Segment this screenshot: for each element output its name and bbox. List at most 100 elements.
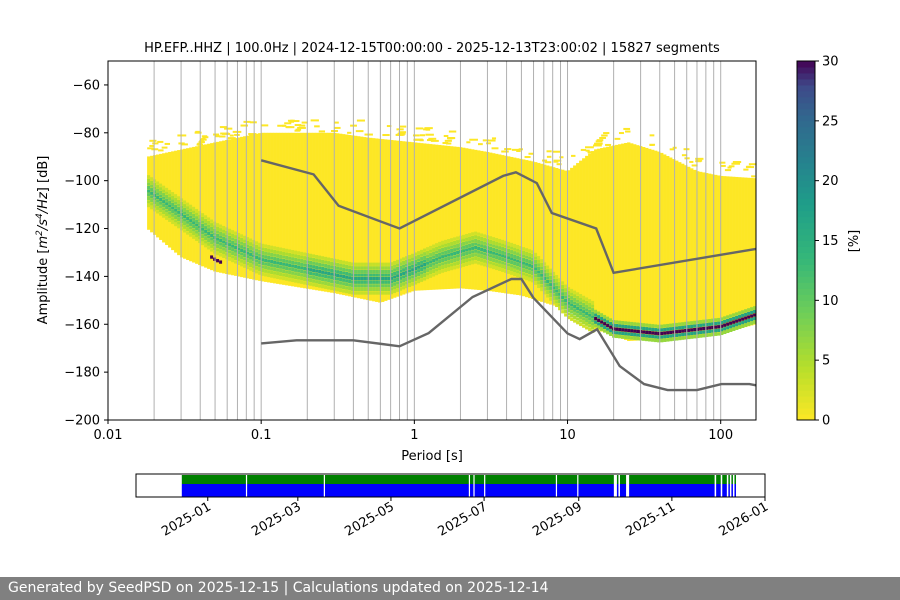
- psd-plot: 0.01 0.1 1 10 100 −60 −80 −100 −120 −140 −160 −180 −…: [64, 60, 757, 443]
- colorbar-swatch: [797, 162, 815, 170]
- colorbar-swatch: [797, 354, 815, 361]
- y-axis-label-part: ] [dB]: [36, 156, 51, 193]
- x-tick-label: 10: [559, 428, 576, 443]
- colorbar-swatch: [797, 156, 815, 164]
- colorbar-swatch: [797, 78, 815, 86]
- availability-segment: [619, 484, 627, 497]
- colorbar-swatch: [797, 336, 815, 343]
- y-tick-label: −200: [64, 414, 100, 429]
- date-tick-label: 2026-01: [716, 499, 771, 539]
- colorbar-swatch: [797, 396, 815, 403]
- colorbar-swatch: [797, 258, 815, 265]
- colorbar-swatch: [797, 366, 815, 373]
- colorbar-swatch: [797, 282, 815, 289]
- colorbar-swatch: [797, 240, 815, 247]
- colorbar-swatch: [797, 150, 815, 158]
- colorbar-swatch: [797, 96, 815, 104]
- x-tick-label: 1: [410, 428, 418, 443]
- data-gap: [577, 474, 579, 497]
- colorbar-swatch: [797, 138, 815, 146]
- axes: 0.01 0.1 1 10 100 −60 −80 −100 −120 −140 −160 −180 −…: [64, 78, 733, 443]
- used-segment: [716, 475, 721, 484]
- series-nhnm-line: [260, 159, 757, 275]
- chart-title: HP.EFP..HHZ | 100.0Hz | 2024-12-15T00:00…: [144, 41, 720, 56]
- series-nlnm-line: [261, 277, 757, 392]
- used-segment: [619, 475, 627, 484]
- data-gap: [555, 474, 558, 497]
- colorbar-swatch: [797, 228, 815, 236]
- colorbar-swatch: [797, 132, 815, 140]
- date-tick-label: 2025-07: [436, 499, 491, 539]
- x-tick-label: 0.01: [94, 428, 123, 443]
- used-segment: [629, 475, 715, 484]
- y-tick-label: −180: [64, 366, 100, 381]
- colorbar-swatch: [797, 120, 815, 128]
- colorbar-swatch: [797, 144, 815, 152]
- colorbar-swatch: [797, 264, 815, 271]
- used-segment: [616, 475, 619, 484]
- data-gap: [245, 474, 248, 497]
- data-gap: [323, 474, 325, 497]
- colorbar-tick-label: 30: [822, 55, 839, 70]
- colorbar-swatch: [797, 312, 815, 319]
- y-tick-label: −160: [64, 318, 100, 333]
- colorbar-swatch: [797, 402, 815, 409]
- used-segment: [731, 475, 733, 484]
- colorbar-swatch: [797, 360, 815, 367]
- colorbar-swatch: [797, 372, 815, 379]
- colorbar-swatch: [797, 246, 815, 253]
- x-tick-label: 100: [708, 428, 733, 443]
- availability-frame: [135, 473, 766, 498]
- x-axis-label: Period [s]: [401, 449, 463, 464]
- colorbar-tick-label: 15: [822, 234, 839, 249]
- x-grid: [107, 61, 722, 420]
- used-segment: [728, 475, 730, 484]
- date-tick-label: 2025-09: [530, 499, 585, 539]
- colorbar-swatch: [797, 294, 815, 301]
- colorbar-swatch: [797, 114, 815, 122]
- date-tick-label: 2025-11: [623, 499, 678, 539]
- colorbar-swatch: [797, 222, 815, 230]
- availability-segment: [181, 484, 614, 497]
- colorbar-swatch: [797, 414, 815, 421]
- colorbar-swatch: [797, 384, 815, 391]
- footer-bar: Generated by SeedPSD on 2025-12-15 | Cal…: [0, 577, 900, 600]
- colorbar-swatch: [797, 174, 815, 182]
- colorbar-swatch: [797, 210, 815, 218]
- y-axis-label-part: m: [36, 236, 51, 249]
- colorbar-swatch: [797, 348, 815, 355]
- y-tick-label: −100: [64, 174, 100, 189]
- colorbar-swatch: [797, 306, 815, 313]
- colorbar-swatch: [797, 378, 815, 385]
- date-tick-label: 2025-03: [249, 499, 304, 539]
- colorbar-swatch: [797, 300, 815, 307]
- colorbar-swatch: [797, 276, 815, 283]
- date-tick-label: 2025-05: [342, 499, 397, 539]
- y-tick-label: −140: [64, 270, 100, 285]
- y-axis-label-part: s: [36, 219, 51, 226]
- availability-segment: [616, 484, 619, 497]
- colorbar-swatch: [797, 216, 815, 224]
- availability-segment: [734, 484, 736, 497]
- colorbar-tick-label: 0: [822, 414, 830, 429]
- colorbar-swatch: [797, 186, 815, 194]
- x-tick-label: 0.1: [251, 428, 272, 443]
- colorbar-swatch: [797, 324, 815, 331]
- y-axis-label-part: Hz: [36, 191, 51, 209]
- colorbar-swatch: [797, 108, 815, 116]
- y-axis-label-part: Amplitude [: [36, 249, 51, 325]
- colorbar-swatch: [797, 270, 815, 277]
- colorbar-swatch: [797, 84, 815, 92]
- colorbar-swatch: [797, 192, 815, 200]
- plot-frame: [107, 60, 757, 421]
- colorbar-swatch: [797, 168, 815, 176]
- data-gap: [484, 474, 486, 497]
- y-axis-label-part: 2: [35, 230, 45, 236]
- colorbar-label: [%]: [847, 230, 862, 253]
- availability-segment: [722, 484, 727, 497]
- y-tick-label: −80: [73, 126, 100, 141]
- y-tick-label: −60: [73, 78, 100, 93]
- availability-segment: [731, 484, 733, 497]
- colorbar-swatch: [797, 198, 815, 206]
